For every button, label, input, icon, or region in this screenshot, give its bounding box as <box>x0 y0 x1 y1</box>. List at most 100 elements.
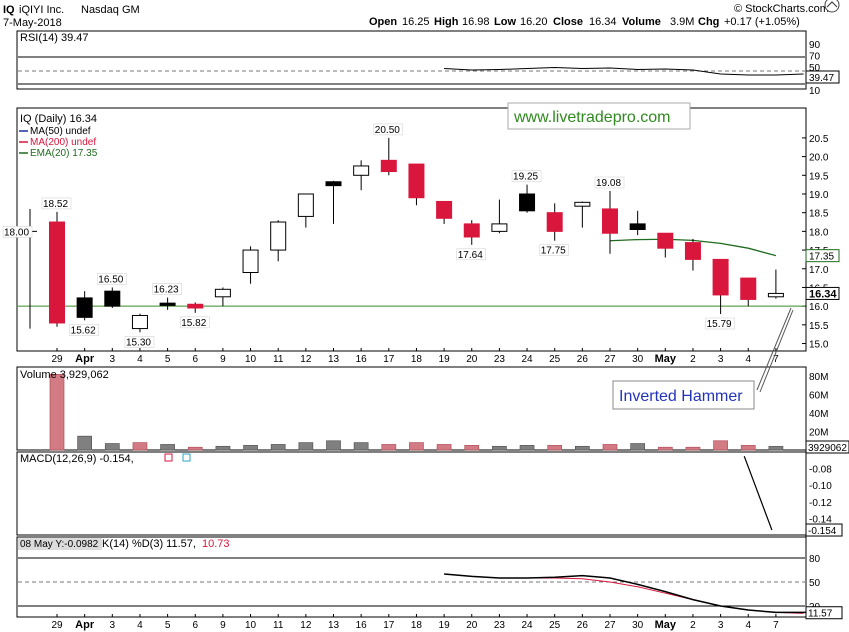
price-label-bg <box>373 123 404 136</box>
close-value: 16.34 <box>589 16 617 28</box>
volume-tick-label: 20M <box>809 428 828 439</box>
volume-bar <box>132 442 148 451</box>
stoch-legend: K(14) %D(3) 11.57, <box>102 538 196 550</box>
price-label: 18.52 <box>43 199 68 210</box>
date-label: 3 <box>718 354 724 365</box>
candle-body <box>49 221 65 324</box>
date-label: 24 <box>521 354 533 365</box>
candle-body <box>436 200 453 219</box>
volume-bar <box>657 446 673 451</box>
date-label: 30 <box>632 354 644 365</box>
symbol: IQ <box>3 4 15 16</box>
low-value: 16.20 <box>520 16 548 28</box>
open-label: Open <box>369 16 397 28</box>
date-label: 23 <box>494 620 506 631</box>
ema-last-tag: 17.35 <box>809 252 834 263</box>
volume-bar <box>547 445 563 451</box>
watermark-text: www.livetradepro.com <box>513 109 671 126</box>
stoch-last-tag-bg <box>805 606 843 620</box>
volume-bar <box>740 445 756 451</box>
expand-icon[interactable] <box>824 0 840 13</box>
price-label: 19.25 <box>513 172 538 183</box>
rsi-tick-label: 90 <box>809 40 821 51</box>
volume-label: Volume <box>622 16 661 28</box>
volume-bar <box>409 442 424 451</box>
macd-tick-label: -0.10 <box>809 481 832 492</box>
ema20-legend: EMA(20) 17.35 <box>30 148 98 159</box>
date-axis-bottom: 29 Apr 3 4 5 6 9 10 11 12 13 16 17 18 19 20 23 24 25 26 27 30… <box>51 614 779 631</box>
candle-body <box>712 258 729 296</box>
candle-body <box>297 193 314 217</box>
price-tick-label: 19.0 <box>809 190 829 201</box>
volume-value: 3.9M <box>670 16 694 28</box>
volume-bar <box>492 445 507 451</box>
volume-bar <box>574 445 590 451</box>
date-label: 25 <box>549 620 561 631</box>
date-label: 24 <box>521 620 533 631</box>
price-label-bg <box>594 176 625 189</box>
date-label: 17 <box>383 354 395 365</box>
close-label: Close <box>553 16 583 28</box>
date-label: 4 <box>745 620 751 631</box>
rsi-last-tag: 39.47 <box>809 73 834 84</box>
stockcharts-brand: © StockCharts.com <box>734 3 829 15</box>
date-label: Apr <box>75 619 95 631</box>
volume-bar <box>160 444 175 451</box>
high-label: High <box>434 16 459 28</box>
macd-tick-label: -0.12 <box>809 498 832 509</box>
date-label: 2 <box>690 354 696 365</box>
date-label: 29 <box>51 354 63 365</box>
volume-bar <box>436 444 452 451</box>
volume-tick-label: 80M <box>809 372 828 383</box>
price-label: 16.23 <box>154 285 179 296</box>
price-label: 17.75 <box>541 246 566 257</box>
volume-bar <box>326 440 341 451</box>
date-label: 10 <box>245 620 257 631</box>
date-label: 4 <box>137 354 143 365</box>
volume-bar <box>104 443 120 451</box>
callout-text: Inverted Hammer <box>619 388 743 405</box>
price-tick-label: 16.0 <box>809 302 829 313</box>
volume-tick-label: 60M <box>809 391 828 402</box>
stoch-d-value: 10.73 <box>202 538 230 550</box>
volume-bar <box>519 445 535 451</box>
macd-tick-label: -0.14 <box>809 514 832 525</box>
date-label: 5 <box>165 620 171 631</box>
candle-body <box>519 193 536 212</box>
date-label: 30 <box>632 620 644 631</box>
volume-bar <box>298 442 314 451</box>
price-label: 16.50 <box>98 274 123 285</box>
price-label: 20.50 <box>375 125 400 136</box>
date-label: 29 <box>51 620 63 631</box>
candle-body <box>684 242 701 260</box>
macd-tick-label: -0.08 <box>809 465 832 476</box>
date-label: 19 <box>439 620 451 631</box>
volume-bar <box>768 446 784 451</box>
date-label: 19 <box>439 354 451 365</box>
volume-last-tag: 3929062 <box>808 443 847 454</box>
date-label: May <box>655 353 677 365</box>
price-label: 15.79 <box>707 319 732 330</box>
volume-last-tag-bg <box>805 440 849 454</box>
date-label: 2 <box>690 620 696 631</box>
candle-body <box>353 165 370 176</box>
date-label: 12 <box>300 354 312 365</box>
candle-body <box>187 303 204 309</box>
candle-body <box>767 292 784 298</box>
volume-bar <box>215 445 231 451</box>
date-label: 18 <box>411 354 423 365</box>
volume-bar <box>270 444 286 451</box>
date-label: Apr <box>75 353 95 365</box>
date-label: 12 <box>300 620 312 631</box>
candle-body <box>491 223 508 232</box>
stoch-tick-label: 50 <box>809 578 821 589</box>
open-value: 16.25 <box>402 16 430 28</box>
date-label: 6 <box>192 620 198 631</box>
date-label: 4 <box>137 620 143 631</box>
price-label-bg <box>511 170 542 182</box>
volume-legend: Volume 3,929,062 <box>20 369 109 381</box>
date-label: 27 <box>604 620 616 631</box>
company-name: iQIYI Inc. <box>19 4 64 16</box>
rsi-tick-label: 70 <box>809 51 821 62</box>
